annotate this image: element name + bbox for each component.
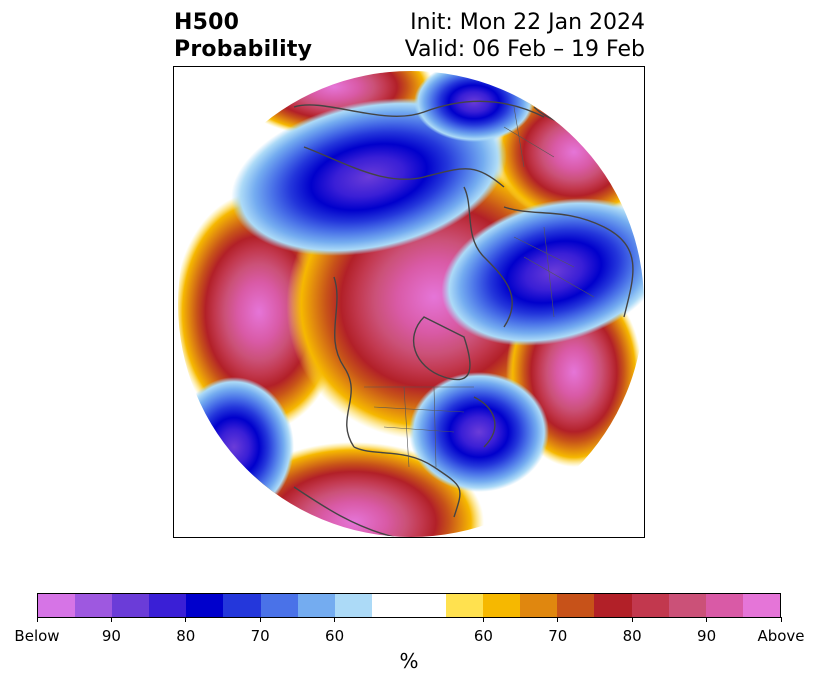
colorbar-swatch [520, 594, 558, 617]
below-anomaly-southwest [178, 377, 294, 517]
chart-dates: Init: Mon 22 Jan 2024 Valid: 06 Feb – 19… [405, 9, 645, 63]
colorbar-swatch [260, 594, 298, 617]
chart-title: H500 Probability [174, 9, 312, 63]
below-anomaly-siberia [231, 98, 507, 256]
colorbar-swatch [38, 594, 76, 617]
title-variable: H500 [174, 10, 240, 35]
colorbar-tick [259, 617, 261, 622]
colorbar-swatch [668, 594, 706, 617]
colorbar-tick [631, 617, 633, 622]
colorbar-tick [110, 617, 112, 622]
colorbar-tick-label: Below [14, 627, 60, 645]
colorbar-tick [557, 617, 559, 622]
colorbar-tick-label: Above [757, 627, 805, 645]
colorbar-swatch [631, 594, 669, 617]
map-svg [178, 71, 644, 537]
colorbar-unit: % [399, 649, 419, 673]
below-anomaly-north-atlantic [409, 372, 549, 492]
colorbar-tick [185, 617, 187, 622]
colorbar-swatch [371, 594, 409, 617]
colorbar-swatch [483, 594, 521, 617]
below-anomaly-northeast [441, 198, 644, 346]
colorbar-swatch [594, 594, 632, 617]
colorbar-swatch [186, 594, 224, 617]
colorbar-swatch [297, 594, 335, 617]
colorbar-swatch [112, 594, 150, 617]
colorbar-tick-label: 70 [250, 627, 270, 645]
colorbar-tick [334, 617, 336, 622]
probability-map [173, 66, 645, 538]
valid-range: Valid: 06 Feb – 19 Feb [404, 37, 645, 62]
probability-colorbar [37, 593, 781, 618]
colorbar-swatch [742, 594, 780, 617]
political-borders [364, 106, 595, 468]
colorbar-tick-label: 90 [697, 627, 717, 645]
colorbar-swatch [446, 594, 484, 617]
colorbar-tick [36, 617, 38, 622]
colorbar-tick [482, 617, 484, 622]
colorbar-tick-label: 60 [473, 627, 493, 645]
colorbar-swatch [705, 594, 743, 617]
colorbar-tick-label: 80 [622, 627, 642, 645]
colorbar-swatch [75, 594, 113, 617]
colorbar-tick-label: 70 [548, 627, 568, 645]
colorbar-tick-label: 60 [325, 627, 345, 645]
coastlines [293, 100, 634, 537]
colorbar-swatch [557, 594, 595, 617]
colorbar-swatch [223, 594, 261, 617]
colorbar-tick-label: 90 [101, 627, 121, 645]
colorbar-swatch [334, 594, 372, 617]
colorbar-tick [706, 617, 708, 622]
colorbar-swatch [149, 594, 187, 617]
title-product: Probability [174, 37, 313, 62]
colorbar-swatch [408, 594, 447, 617]
colorbar-tick-label: 80 [176, 627, 196, 645]
init-date: Init: Mon 22 Jan 2024 [410, 10, 645, 35]
colorbar-tick [780, 617, 782, 622]
